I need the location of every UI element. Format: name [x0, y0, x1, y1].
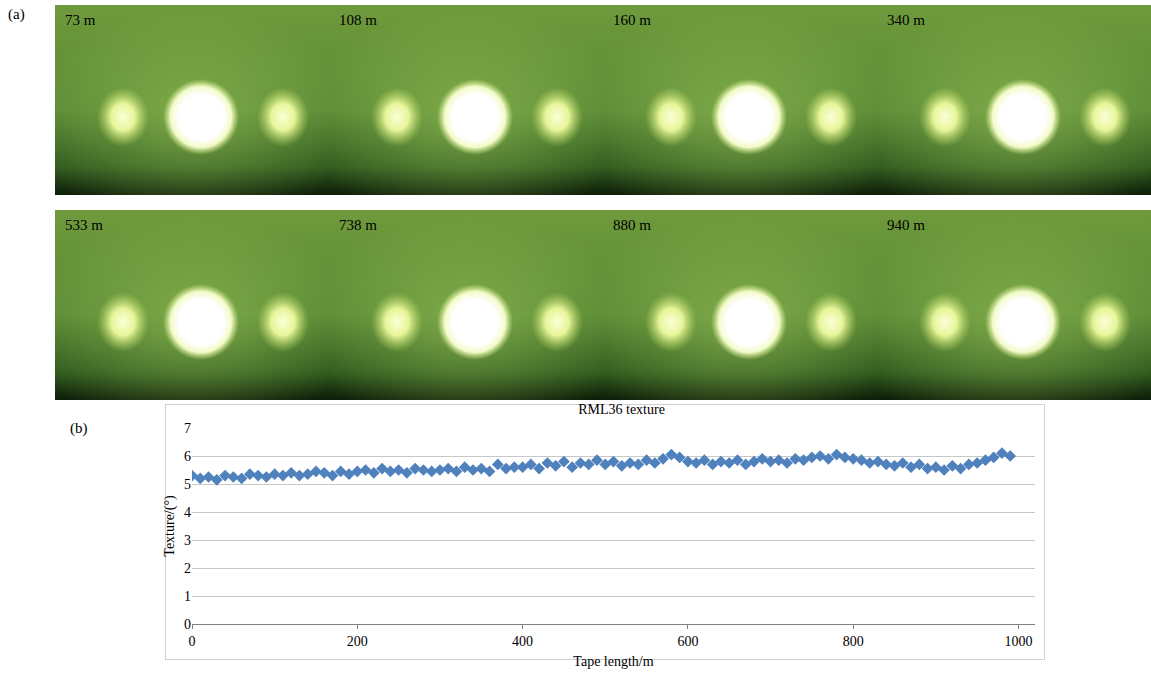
svg-text:2: 2	[184, 561, 191, 576]
svg-text:Tape length/m: Tape length/m	[573, 654, 653, 669]
svg-text:738 m: 738 m	[339, 217, 377, 233]
svg-text:6: 6	[184, 449, 191, 464]
svg-text:160 m: 160 m	[613, 12, 651, 28]
html-text:(b): (b)	[70, 420, 88, 436]
svg-text:340 m: 340 m	[887, 12, 925, 28]
svg-text:600: 600	[677, 634, 698, 649]
svg-text:1: 1	[184, 589, 191, 604]
svg-text:5: 5	[184, 477, 191, 492]
svg-text:400: 400	[512, 634, 533, 649]
svg-text:940 m: 940 m	[887, 217, 925, 233]
svg-text:533 m: 533 m	[65, 217, 103, 233]
svg-text:0: 0	[184, 617, 191, 632]
svg-text:73 m: 73 m	[65, 12, 96, 28]
svg-text:7: 7	[184, 421, 191, 436]
svg-text:108 m: 108 m	[339, 12, 377, 28]
svg-text:880 m: 880 m	[613, 217, 651, 233]
svg-text:3: 3	[184, 533, 191, 548]
svg-text:RML36 texture: RML36 texture	[578, 402, 665, 417]
svg-text:4: 4	[184, 505, 191, 520]
svg-text:1000: 1000	[1004, 634, 1032, 649]
svg-text:Texture/(°): Texture/(°)	[162, 495, 178, 557]
svg-text:200: 200	[347, 634, 368, 649]
svg-text:800: 800	[843, 634, 864, 649]
svg-text:0: 0	[189, 634, 196, 649]
html-text:(a): (a)	[8, 6, 25, 22]
